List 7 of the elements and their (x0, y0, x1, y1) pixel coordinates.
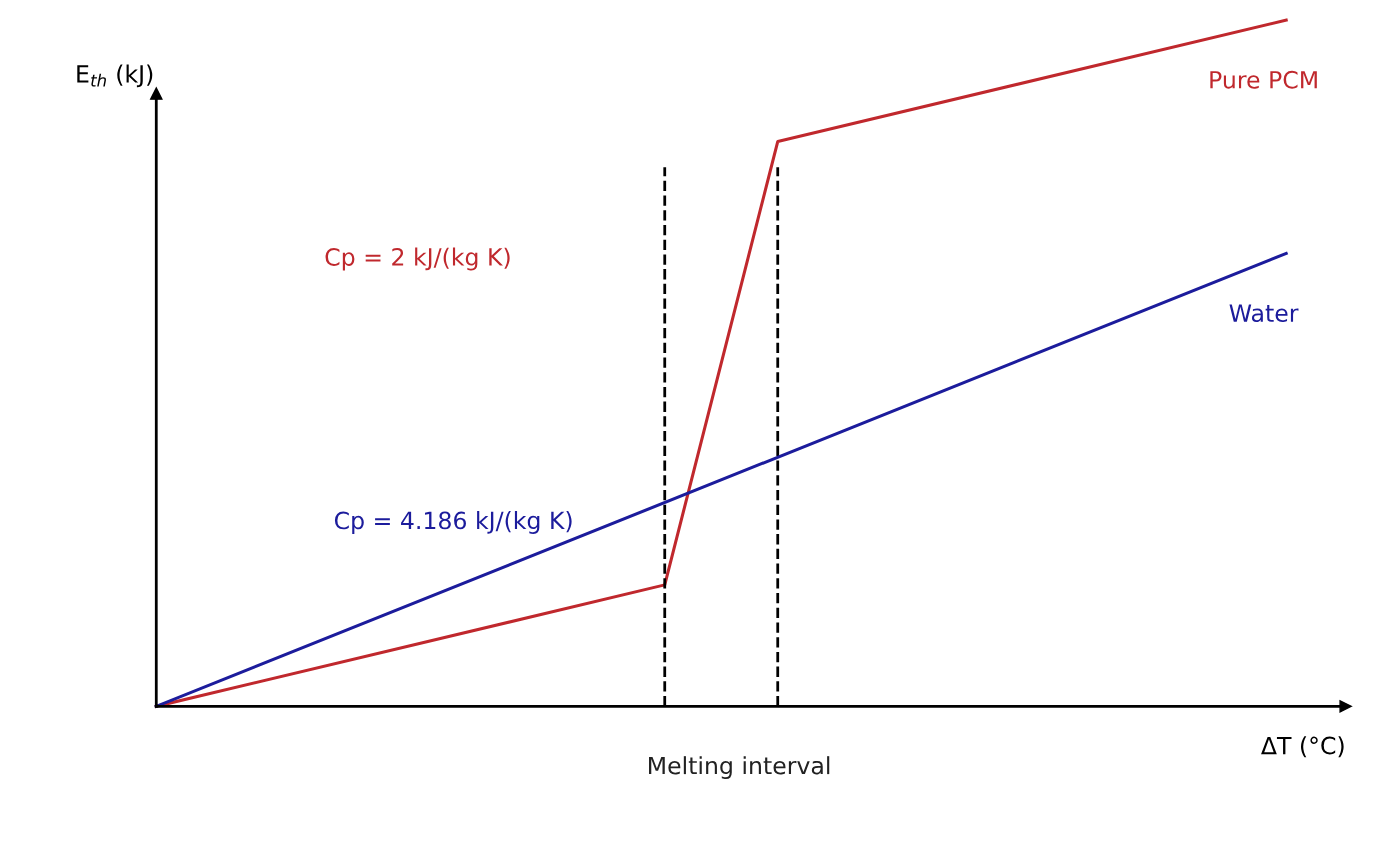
x-axis-title: ΔT (°C) (1261, 736, 1344, 758)
y-axis-title: E$_{th}$ (kJ) (77, 64, 153, 88)
annotation: Cp = 4.186 kJ/(kg K) (334, 511, 572, 534)
annotation: Cp = 2 kJ/(kg K) (325, 247, 510, 271)
series-label: Water (1229, 304, 1299, 323)
text: Melting interval (649, 756, 830, 780)
series-label: Pure PCM (1210, 70, 1317, 89)
